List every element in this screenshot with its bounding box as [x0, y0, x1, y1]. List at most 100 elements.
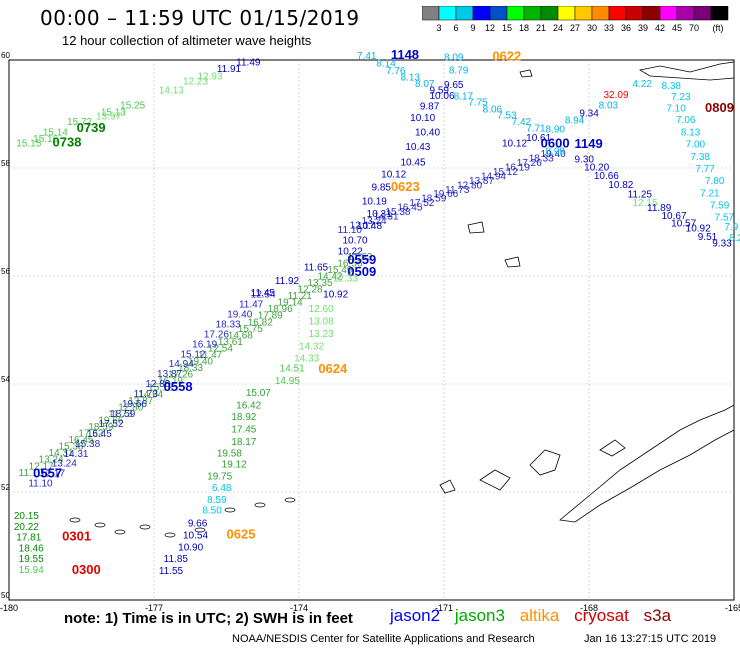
wave-height-label: 8.94 — [565, 116, 585, 127]
colorbar-tick-label: 12 — [485, 23, 495, 33]
wave-height-label: 10.12 — [381, 170, 406, 181]
wave-height-label: 14.33 — [294, 353, 319, 364]
wave-height-label: 8.38 — [662, 81, 682, 92]
track-cluster-mark: 18.59 — [88, 422, 113, 433]
pass-time-label: 0300 — [72, 562, 101, 577]
track-cluster-mark: 13.24 — [362, 216, 387, 227]
wave-height-label: 7.06 — [676, 115, 696, 126]
track-cluster-mark: 11.21 — [288, 291, 313, 302]
track-cluster-mark: 12.54 — [208, 343, 233, 354]
wave-height-label: 10.06 — [430, 91, 455, 102]
wave-height-label: 11.25 — [628, 190, 653, 201]
wave-height-label: 10.12 — [502, 138, 527, 149]
colorbar-tick-label: 21 — [536, 23, 546, 33]
track-cluster-mark: 17.52 — [78, 429, 103, 440]
wave-height-label: 7.9 — [724, 222, 738, 233]
wave-height-label: 20.15 — [14, 511, 39, 522]
wave-height-label: 11.55 — [159, 566, 184, 577]
wave-height-label: 9.34 — [579, 109, 599, 120]
wave-height-label: 12.93 — [198, 71, 223, 82]
track-cluster-mark: 16.19 — [192, 339, 217, 350]
wave-height-label: 10.54 — [183, 530, 208, 541]
track-cluster-mark: 13.87 — [157, 369, 182, 380]
wave-height-label: 7.23 — [671, 92, 691, 103]
colorbar-unit: (ft) — [713, 23, 724, 33]
island — [224, 507, 236, 513]
wave-height-label: 10.70 — [343, 236, 368, 247]
colorbar-tick-label: 6 — [453, 23, 458, 33]
track-cluster-mark: 12.80 — [457, 180, 482, 191]
track-cluster-mark: 14.31 — [63, 449, 88, 460]
pass-time-label: 0558 — [164, 379, 193, 394]
satellite-legend: jason2 jason3 altika cryosat s3a — [390, 606, 681, 626]
wave-height-label: 6.48 — [212, 483, 232, 494]
wave-height-label: 10.45 — [401, 157, 426, 168]
track-cluster-mark: 13.24 — [39, 455, 64, 466]
wave-height-label: 19.75 — [207, 472, 232, 483]
coastline — [599, 439, 626, 457]
legend-item-jason3: jason3 — [454, 606, 505, 625]
wave-height-label: 8.90 — [546, 124, 566, 135]
wave-height-label: 7.59 — [710, 201, 730, 212]
wave-height-label: 9.66 — [188, 519, 208, 530]
wave-height-label: 18.17 — [231, 437, 256, 448]
wave-height-label: 7.53 — [497, 110, 517, 121]
coastline — [559, 404, 735, 523]
pass-time-label: 0739 — [77, 120, 106, 135]
wave-height-label: 9.33 — [712, 238, 732, 249]
track-cluster-mark: 15.49 — [327, 265, 352, 276]
lon-tick-label: -174 — [290, 603, 308, 613]
wave-height-label: 19.55 — [19, 554, 44, 565]
wave-height-label: 7.80 — [705, 176, 725, 187]
track-cluster-mark: 16.19 — [158, 376, 183, 387]
track-cluster-mark: 15.38 — [385, 207, 410, 218]
wave-height-label: 14.51 — [280, 364, 305, 375]
wave-height-label: 7.21 — [700, 189, 720, 200]
track-cluster-mark: 17.52 — [99, 419, 124, 430]
wave-height-label: 13.23 — [309, 329, 334, 340]
wave-height-label: 18.92 — [231, 412, 256, 423]
wave-height-label: 11.91 — [217, 64, 242, 75]
track-cluster-mark: 12.17 — [29, 461, 54, 472]
track-cluster-mark: 14.94 — [169, 359, 194, 370]
lat-tick-label: 58 — [1, 159, 10, 168]
track-cluster-mark: 13.24 — [52, 459, 77, 470]
wave-height-label: 10.61 — [526, 133, 551, 144]
track-cluster-mark: 13.87 — [128, 396, 153, 407]
wave-height-label: 9.87 — [420, 102, 440, 113]
track-cluster-mark: 18.33 — [529, 154, 554, 165]
wave-height-label: 10.19 — [362, 197, 387, 208]
colorbar-tick-label: 36 — [621, 23, 631, 33]
wave-height-label: 10.40 — [415, 128, 440, 139]
track-cluster-mark: 11.47 — [198, 350, 223, 361]
pass-time-label: 1148 — [391, 47, 419, 62]
wave-height-label: 8.06 — [483, 104, 503, 115]
wave-height-label: 10.67 — [662, 211, 687, 222]
lat-tick-label: 56 — [1, 267, 10, 276]
colorbar-tick-label: 33 — [604, 23, 614, 33]
colorbar-tick-label: 45 — [672, 23, 682, 33]
coastline — [529, 449, 561, 476]
colorbar-tick-label: 3 — [436, 23, 441, 33]
track-cluster-mark: 17.26 — [204, 329, 229, 340]
track-cluster-mark: 19.40 — [541, 149, 566, 160]
wave-height-label: 10.82 — [608, 180, 633, 191]
colorbar-tick-label: 70 — [689, 23, 699, 33]
wave-height-label: 8.09 — [444, 53, 464, 64]
legend-item-altika: altika — [519, 606, 560, 625]
track-cluster-mark: 11.73 — [445, 185, 470, 196]
legend-item-cryosat: cryosat — [574, 606, 629, 625]
pass-time-label: 0625 — [227, 526, 256, 541]
wave-height-label: 12.15 — [633, 198, 658, 209]
track-cluster-mark: 11.73 — [134, 389, 159, 400]
track-cluster-mark: 16.56 — [337, 258, 362, 269]
colorbar-tick-label: 15 — [502, 23, 512, 33]
coastline — [439, 479, 456, 494]
wave-height-label: 15.94 — [19, 565, 44, 576]
lat-tick-label: 60 — [1, 51, 10, 60]
wave-height-label: 16.42 — [236, 400, 261, 411]
track-cluster-mark: 13.35 — [307, 278, 332, 289]
island — [164, 532, 176, 538]
pass-time-label: 0509 — [347, 264, 376, 279]
